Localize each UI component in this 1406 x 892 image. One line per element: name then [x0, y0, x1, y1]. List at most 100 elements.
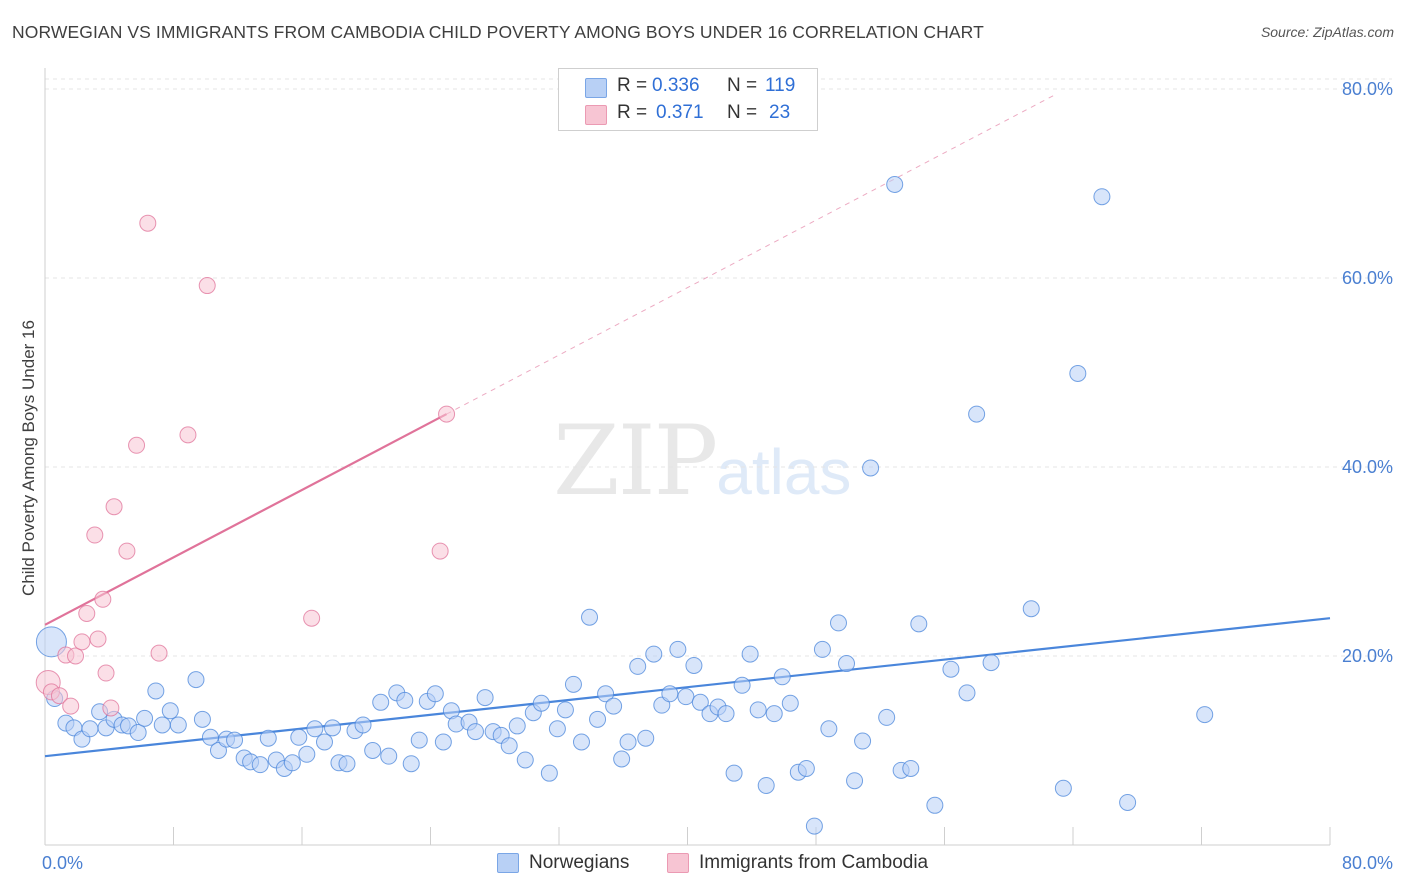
- point-cambodia: [73, 633, 91, 651]
- point-norwegians: [741, 645, 759, 663]
- point-cambodia: [431, 542, 449, 560]
- x-tick-label-min: 0.0%: [42, 853, 83, 873]
- point-norwegians: [161, 702, 179, 720]
- point-norwegians: [396, 691, 414, 709]
- bottom-legend-swatch-blue: [497, 853, 519, 873]
- point-cambodia: [150, 644, 168, 662]
- zipatlas-watermark: ZIPatlas: [553, 405, 851, 517]
- point-norwegians: [136, 709, 154, 727]
- point-cambodia: [303, 609, 321, 627]
- point-norwegians: [910, 615, 928, 633]
- point-norwegians: [508, 717, 526, 735]
- point-cambodia: [50, 687, 68, 705]
- point-norwegians: [605, 697, 623, 715]
- trend-lines: [44, 93, 1331, 758]
- point-norwegians: [820, 720, 838, 738]
- point-norwegians: [886, 175, 904, 193]
- point-norwegians: [251, 756, 269, 774]
- point-norwegians: [902, 759, 920, 777]
- point-norwegians: [410, 731, 428, 749]
- point-norwegians: [500, 737, 518, 755]
- point-cambodia: [78, 604, 96, 622]
- point-norwegians: [169, 716, 187, 734]
- legend-n-value: 23: [769, 102, 791, 123]
- point-cambodia: [102, 699, 120, 717]
- point-norwegians: [982, 654, 1000, 672]
- point-norwegians: [829, 614, 847, 632]
- point-norwegians: [153, 716, 171, 734]
- point-norwegians: [315, 733, 333, 751]
- y-tick-label: 60.0%: [1342, 268, 1393, 288]
- point-norwegians: [1022, 600, 1040, 618]
- axes: [44, 68, 1331, 846]
- chart-title: NORWEGIAN VS IMMIGRANTS FROM CAMBODIA CH…: [12, 22, 984, 42]
- point-cambodia: [94, 590, 112, 608]
- legend-n-value: 119: [765, 75, 796, 96]
- point-cambodia: [118, 542, 136, 560]
- point-norwegians: [797, 759, 815, 777]
- point-norwegians: [862, 459, 880, 477]
- point-cambodia: [62, 697, 80, 715]
- point-norwegians: [677, 688, 695, 706]
- point-norwegians: [187, 671, 205, 689]
- point-norwegians: [733, 676, 751, 694]
- legend-r-value: 0.371: [656, 102, 704, 123]
- watermark-atlas: atlas: [716, 436, 852, 508]
- point-norwegians: [193, 710, 211, 728]
- point-norwegians: [1069, 364, 1087, 382]
- point-norwegians: [259, 729, 277, 747]
- point-cambodia: [97, 664, 115, 682]
- point-norwegians: [572, 733, 590, 751]
- point-norwegians: [968, 405, 986, 423]
- point-norwegians: [129, 724, 147, 742]
- y-tick-label: 80.0%: [1342, 79, 1393, 99]
- legend-r-value: 0.336: [652, 75, 700, 96]
- point-norwegians: [838, 655, 856, 673]
- point-norwegians: [691, 693, 709, 711]
- legend-n-label: N =: [727, 75, 758, 96]
- point-norwegians: [540, 764, 558, 782]
- point-norwegians: [749, 701, 767, 719]
- point-norwegians: [81, 720, 99, 738]
- source-credit: Source: ZipAtlas.com: [1260, 24, 1394, 40]
- axis-labels: 20.0% 40.0% 60.0% 80.0% 0.0% 80.0% Child Pover…: [19, 79, 1393, 873]
- point-norwegians: [306, 720, 324, 738]
- legend-n-label: N =: [727, 102, 758, 123]
- point-norwegians: [466, 723, 484, 741]
- point-norwegians: [765, 705, 783, 723]
- trend-line-cambodia: [44, 413, 448, 626]
- point-norwegians: [1054, 779, 1072, 797]
- point-cambodia: [198, 277, 216, 295]
- point-norwegians: [773, 668, 791, 686]
- point-norwegians: [324, 719, 342, 737]
- point-norwegians: [781, 694, 799, 712]
- x-tick-label-max: 80.0%: [1342, 853, 1393, 873]
- point-norwegians: [581, 608, 599, 626]
- point-norwegians: [805, 817, 823, 835]
- legend-swatch-blue: [585, 78, 607, 98]
- point-norwegians: [926, 796, 944, 814]
- correlation-legend: R = 0.336 N = 119 R = 0.371 N = 23: [558, 68, 818, 131]
- point-norwegians: [613, 750, 631, 768]
- point-cambodia: [67, 647, 85, 665]
- point-norwegians: [757, 776, 775, 794]
- point-norwegians: [717, 705, 735, 723]
- point-cambodia: [89, 630, 107, 648]
- legend-r-label: R =: [617, 75, 648, 96]
- point-norwegians: [589, 710, 607, 728]
- y-tick-label: 20.0%: [1342, 646, 1393, 666]
- point-norwegians: [226, 731, 244, 749]
- point-norwegians: [532, 694, 550, 712]
- point-norwegians: [434, 733, 452, 751]
- y-tick-label: 40.0%: [1342, 457, 1393, 477]
- point-norwegians: [942, 660, 960, 678]
- bottom-legend-label: Immigrants from Cambodia: [699, 852, 929, 873]
- bottom-legend-label: Norwegians: [529, 852, 630, 873]
- point-norwegians: [402, 755, 420, 773]
- point-norwegians: [35, 626, 67, 658]
- trend-extension-cambodia: [446, 93, 1058, 415]
- point-norwegians: [1119, 793, 1137, 811]
- point-norwegians: [426, 685, 444, 703]
- y-axis-label: Child Poverty Among Boys Under 16: [19, 320, 38, 596]
